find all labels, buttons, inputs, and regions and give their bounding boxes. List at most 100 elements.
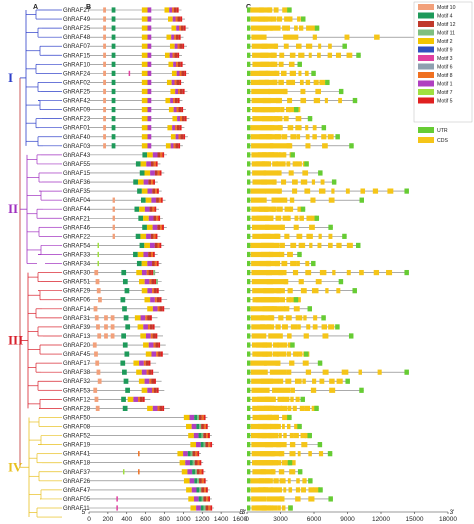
gene-label: GhRAF08 bbox=[63, 424, 91, 431]
cds-box bbox=[261, 116, 283, 122]
motif-box bbox=[174, 125, 177, 131]
cds-box bbox=[251, 269, 272, 276]
gene-label: GhRAF22 bbox=[63, 233, 91, 240]
motif-box bbox=[197, 414, 199, 421]
motif-box bbox=[183, 134, 186, 140]
motif-box bbox=[147, 79, 152, 86]
cds-box bbox=[295, 396, 300, 402]
motif-axis-tick-label: 0 bbox=[87, 516, 91, 523]
legend-label: Motif 11 bbox=[437, 31, 455, 37]
motif-box bbox=[111, 43, 116, 49]
gene-label: GhRAF15 bbox=[63, 52, 91, 59]
cds-box bbox=[286, 351, 291, 357]
cds-box bbox=[250, 251, 271, 258]
cds-box bbox=[251, 333, 267, 339]
utr-box bbox=[247, 369, 251, 375]
cds-box bbox=[262, 460, 268, 466]
cds-box bbox=[277, 378, 284, 384]
motif-box bbox=[174, 52, 178, 58]
cds-box bbox=[279, 478, 286, 484]
cds-box bbox=[289, 70, 296, 76]
cds-box bbox=[298, 25, 304, 31]
cds-box bbox=[336, 378, 343, 384]
motif-box bbox=[183, 414, 190, 421]
motif-box bbox=[123, 315, 129, 321]
motif-box bbox=[136, 369, 142, 375]
gene-label: GhRAF25 bbox=[63, 25, 91, 32]
motif-box bbox=[174, 97, 178, 104]
cds-box bbox=[345, 188, 350, 194]
cds-box bbox=[252, 469, 266, 475]
cds-box bbox=[269, 143, 293, 149]
cds-box bbox=[274, 423, 281, 430]
cds-box bbox=[268, 405, 275, 411]
motif-box bbox=[143, 251, 149, 258]
motif-box bbox=[154, 242, 158, 249]
motif-box bbox=[198, 414, 202, 421]
motif-box bbox=[111, 7, 116, 13]
cds-box bbox=[264, 405, 269, 411]
cds-box bbox=[261, 505, 267, 511]
legend-label: Motif 4 bbox=[437, 14, 453, 20]
utr-box bbox=[247, 469, 251, 475]
cds-box bbox=[292, 179, 298, 185]
cds-box bbox=[274, 134, 280, 140]
cds-box bbox=[287, 251, 293, 258]
motif-box bbox=[141, 188, 148, 194]
motif-box bbox=[96, 288, 101, 294]
legend-swatch bbox=[418, 21, 434, 27]
motif-box bbox=[141, 134, 148, 140]
cds-box bbox=[299, 215, 304, 221]
utr-box bbox=[314, 25, 320, 31]
cds-box bbox=[252, 233, 271, 239]
motif-box bbox=[190, 442, 197, 448]
motif-box bbox=[160, 224, 163, 230]
cds-box bbox=[258, 7, 273, 13]
cds-box bbox=[290, 134, 297, 140]
motif-box bbox=[176, 70, 180, 76]
legend-label: Motif 7 bbox=[437, 90, 453, 96]
cds-box bbox=[272, 179, 277, 185]
gene-label: GhRAF37 bbox=[63, 469, 91, 476]
cds-box bbox=[257, 432, 279, 439]
motif-box bbox=[138, 451, 140, 457]
cds-box bbox=[313, 487, 320, 493]
cds-box bbox=[277, 505, 281, 511]
legend-label: Motif 2 bbox=[437, 39, 453, 45]
utr-box bbox=[297, 469, 303, 475]
motif-box bbox=[208, 505, 211, 511]
motif-box bbox=[143, 179, 149, 185]
cds-box bbox=[270, 61, 275, 67]
cds-box bbox=[268, 432, 274, 439]
cds-box bbox=[294, 432, 299, 439]
motif-box bbox=[156, 288, 159, 294]
cds-box bbox=[377, 369, 382, 375]
motif-box bbox=[198, 496, 202, 502]
cds-box bbox=[251, 324, 266, 330]
utr-box bbox=[247, 52, 251, 58]
cds-box bbox=[250, 242, 270, 249]
motif-box bbox=[111, 97, 116, 104]
structure-axis-five-prime-label: 5' bbox=[240, 509, 245, 516]
utr-box bbox=[247, 496, 251, 502]
cds-box bbox=[329, 387, 336, 393]
cds-box bbox=[313, 79, 319, 86]
cds-box bbox=[297, 324, 301, 330]
motif-box bbox=[204, 487, 206, 493]
gene-label: GhRAF01 bbox=[63, 125, 91, 132]
cds-box bbox=[270, 451, 276, 457]
cds-box bbox=[250, 487, 266, 493]
motif-box bbox=[190, 505, 197, 511]
cds-box bbox=[299, 79, 304, 86]
motif-box bbox=[179, 88, 183, 95]
cds-box bbox=[261, 432, 267, 439]
gene-label: GhRAF38 bbox=[63, 369, 91, 376]
motif-box bbox=[128, 70, 131, 76]
cds-box bbox=[294, 378, 302, 384]
cds-box bbox=[277, 297, 282, 303]
motif-box bbox=[201, 478, 204, 484]
cds-box bbox=[327, 52, 333, 58]
utr-box bbox=[287, 7, 292, 13]
motif-box bbox=[141, 387, 148, 393]
motif-box bbox=[196, 487, 200, 493]
